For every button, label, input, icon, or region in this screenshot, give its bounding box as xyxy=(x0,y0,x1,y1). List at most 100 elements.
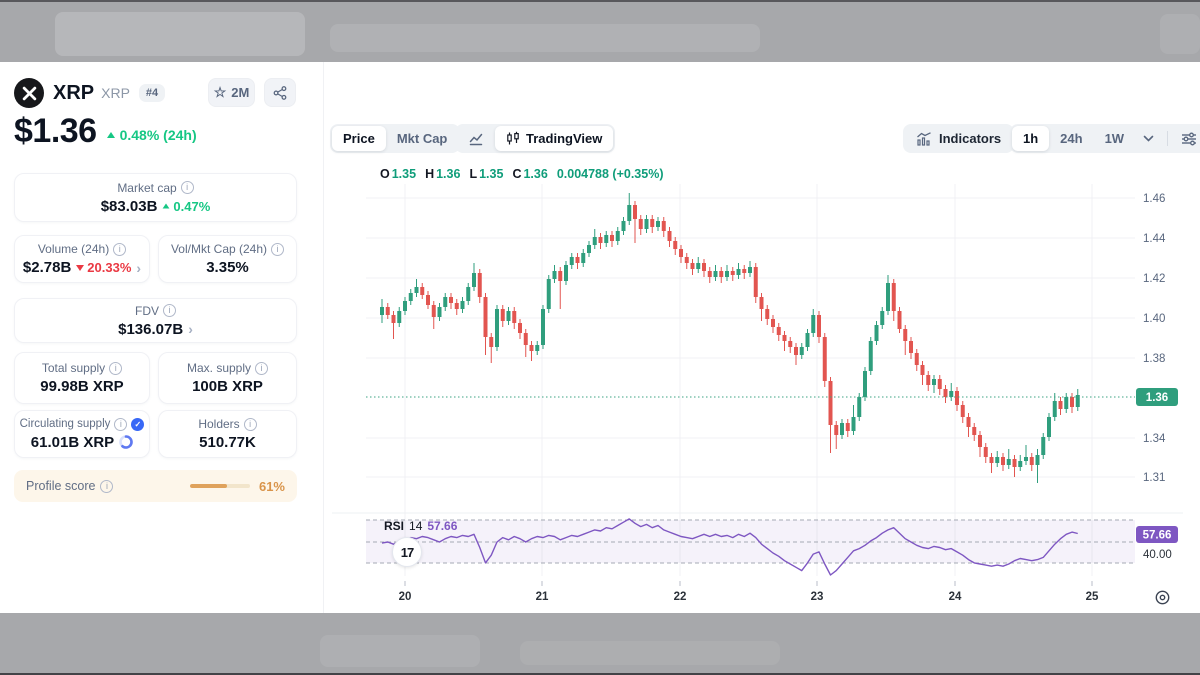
candle-body xyxy=(891,283,896,311)
candle-body xyxy=(1058,401,1063,409)
price-axis-label: 1.44 xyxy=(1143,233,1166,245)
candle-body xyxy=(978,435,982,447)
candle-body xyxy=(730,271,735,275)
info-icon[interactable]: i xyxy=(271,242,285,256)
fdv-card[interactable]: FDV i $136.07B › xyxy=(14,298,297,343)
candle-body xyxy=(472,273,476,287)
info-icon[interactable]: i xyxy=(109,361,123,375)
tab-tradingview[interactable]: TradingView xyxy=(495,126,614,151)
total-supply-card[interactable]: Total supply i 99.98B XRP xyxy=(14,352,150,404)
candle-body xyxy=(932,379,936,385)
candle-body xyxy=(644,219,649,229)
time-axis-label: 23 xyxy=(811,591,824,603)
market-cap-card[interactable]: Market cap i $83.03B 0.47% xyxy=(14,173,297,222)
tab-mktcap[interactable]: Mkt Cap xyxy=(396,131,448,146)
candle-body xyxy=(627,205,632,221)
candle-body xyxy=(541,309,545,345)
candle-body xyxy=(742,269,747,273)
candle-body xyxy=(983,447,988,457)
candle-body xyxy=(437,307,442,317)
info-icon[interactable]: i xyxy=(180,181,194,194)
candle-body xyxy=(587,245,591,253)
candle-body xyxy=(1047,417,1051,437)
candle-body xyxy=(696,263,701,269)
watchlist-button[interactable]: ☆ 2M xyxy=(208,78,255,107)
max-supply-card[interactable]: Max. supply i 100B XRP xyxy=(158,352,297,404)
candle-body xyxy=(782,335,787,341)
candle-body xyxy=(920,365,925,375)
info-icon[interactable]: i xyxy=(100,479,114,493)
circulating-supply-card[interactable]: Circulating supply i ✓ 61.01B XRP xyxy=(14,410,150,458)
market-cap-value: $83.03B xyxy=(100,197,158,215)
volume-card[interactable]: Volume (24h) i $2.78B 20.33% › xyxy=(14,235,150,283)
candle-body xyxy=(937,379,942,389)
candle-body xyxy=(1035,455,1040,465)
candle-body xyxy=(518,323,522,333)
candle-body xyxy=(799,347,804,355)
candle-body xyxy=(765,309,770,319)
price-axis-label: 1.31 xyxy=(1143,472,1165,484)
rsi-axis-label: 40.00 xyxy=(1143,549,1172,561)
candle-body xyxy=(443,297,448,307)
price-axis-label: 1.42 xyxy=(1143,273,1165,285)
candle-body xyxy=(679,249,683,257)
candle-body xyxy=(949,391,954,397)
coin-price: $1.36 xyxy=(14,112,97,150)
indicators-button[interactable]: Indicators xyxy=(903,124,1015,153)
profile-score-card[interactable]: Profile score i 61% xyxy=(14,470,297,502)
chevron-right-icon[interactable]: › xyxy=(188,321,193,337)
candle-body xyxy=(748,267,752,273)
market-cap-change: 0.47% xyxy=(162,199,210,214)
candle-body xyxy=(592,237,597,245)
tab-price[interactable]: Price xyxy=(332,126,386,151)
candle-body xyxy=(995,457,1000,463)
ohlc-low: 1.35 xyxy=(479,167,504,181)
candle-body xyxy=(1070,397,1074,407)
share-button[interactable] xyxy=(264,78,296,107)
candle-body xyxy=(535,345,540,351)
line-chart-toggle[interactable] xyxy=(457,126,495,151)
holders-card[interactable]: Holders i 510.77K xyxy=(158,410,297,458)
candle-body xyxy=(610,235,614,241)
candle-body xyxy=(408,293,413,301)
candle-body xyxy=(943,389,948,397)
interval-more-dropdown[interactable] xyxy=(1135,135,1162,142)
candle-body xyxy=(989,457,994,463)
info-icon[interactable]: i xyxy=(114,417,128,431)
price-axis-label: 1.46 xyxy=(1143,193,1165,205)
blur-blob xyxy=(320,635,480,667)
info-icon[interactable]: i xyxy=(243,417,257,431)
chart-settings-button[interactable] xyxy=(1173,132,1200,146)
interval-1w[interactable]: 1W xyxy=(1104,131,1125,146)
interval-24h[interactable]: 24h xyxy=(1060,131,1083,146)
candle-body xyxy=(673,241,678,249)
chevron-right-icon[interactable]: › xyxy=(136,259,142,276)
time-axis-label: 25 xyxy=(1086,591,1099,603)
candle-body xyxy=(897,311,902,329)
tradingview-logo[interactable]: 17 xyxy=(392,537,422,567)
candle-body xyxy=(828,381,833,425)
candle-body xyxy=(845,423,850,431)
info-icon[interactable]: i xyxy=(113,242,127,256)
candle-body xyxy=(851,417,856,431)
axis-settings-button[interactable] xyxy=(1150,587,1174,607)
interval-1h[interactable]: 1h xyxy=(1012,126,1050,151)
volume-label: Volume (24h) xyxy=(37,242,110,256)
candle-body xyxy=(863,371,867,397)
up-arrow-icon xyxy=(106,132,115,138)
time-axis-label: 24 xyxy=(949,591,962,603)
info-icon[interactable]: i xyxy=(255,361,269,375)
candle-body xyxy=(707,271,712,277)
coin-rank-badge: #4 xyxy=(138,84,166,102)
vol-mktcap-card[interactable]: Vol/Mkt Cap (24h) i 3.35% xyxy=(158,235,297,283)
blurred-top-region xyxy=(0,0,1200,62)
candle-body xyxy=(638,219,643,229)
candle-body xyxy=(886,283,890,311)
info-icon[interactable]: i xyxy=(163,304,176,317)
chart-type-toggle: TradingView xyxy=(455,124,616,153)
blur-blob xyxy=(1160,14,1200,54)
candle-body xyxy=(972,427,977,435)
candle-body xyxy=(414,287,419,293)
